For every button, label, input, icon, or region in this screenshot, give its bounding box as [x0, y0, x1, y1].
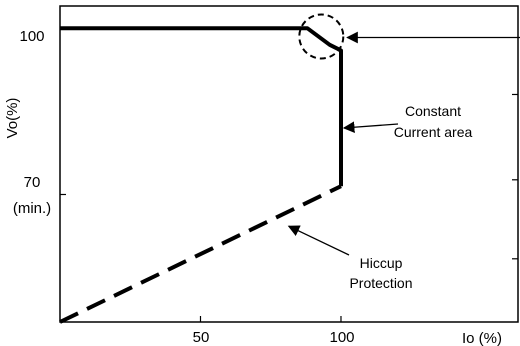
x-axis-label: Io (%) [462, 330, 502, 346]
y-tick-label-100: 100 [19, 28, 44, 45]
annotation-hiccup-line1: Hiccup [360, 255, 403, 271]
y-tick-sublabel-min: (min.) [13, 200, 51, 217]
hiccup-arrow [287, 225, 350, 256]
y-tick-label-70: 70 [24, 174, 41, 191]
annotation-constant-line2: Current area [394, 124, 473, 140]
series-output-curve [60, 26, 343, 187]
annotation-constant-line1: Constant [405, 103, 461, 119]
knee-highlight-circle [298, 13, 345, 60]
x-tick-label-50: 50 [193, 329, 210, 346]
plot-frame [59, 5, 519, 323]
y-axis-label: Vo(%) [4, 98, 21, 139]
annotation-hiccup-line2: Protection [349, 275, 412, 291]
series-hiccup-line [59, 184, 342, 324]
constant-current-arrow [342, 121, 399, 134]
x-tick-label-100: 100 [329, 329, 354, 346]
